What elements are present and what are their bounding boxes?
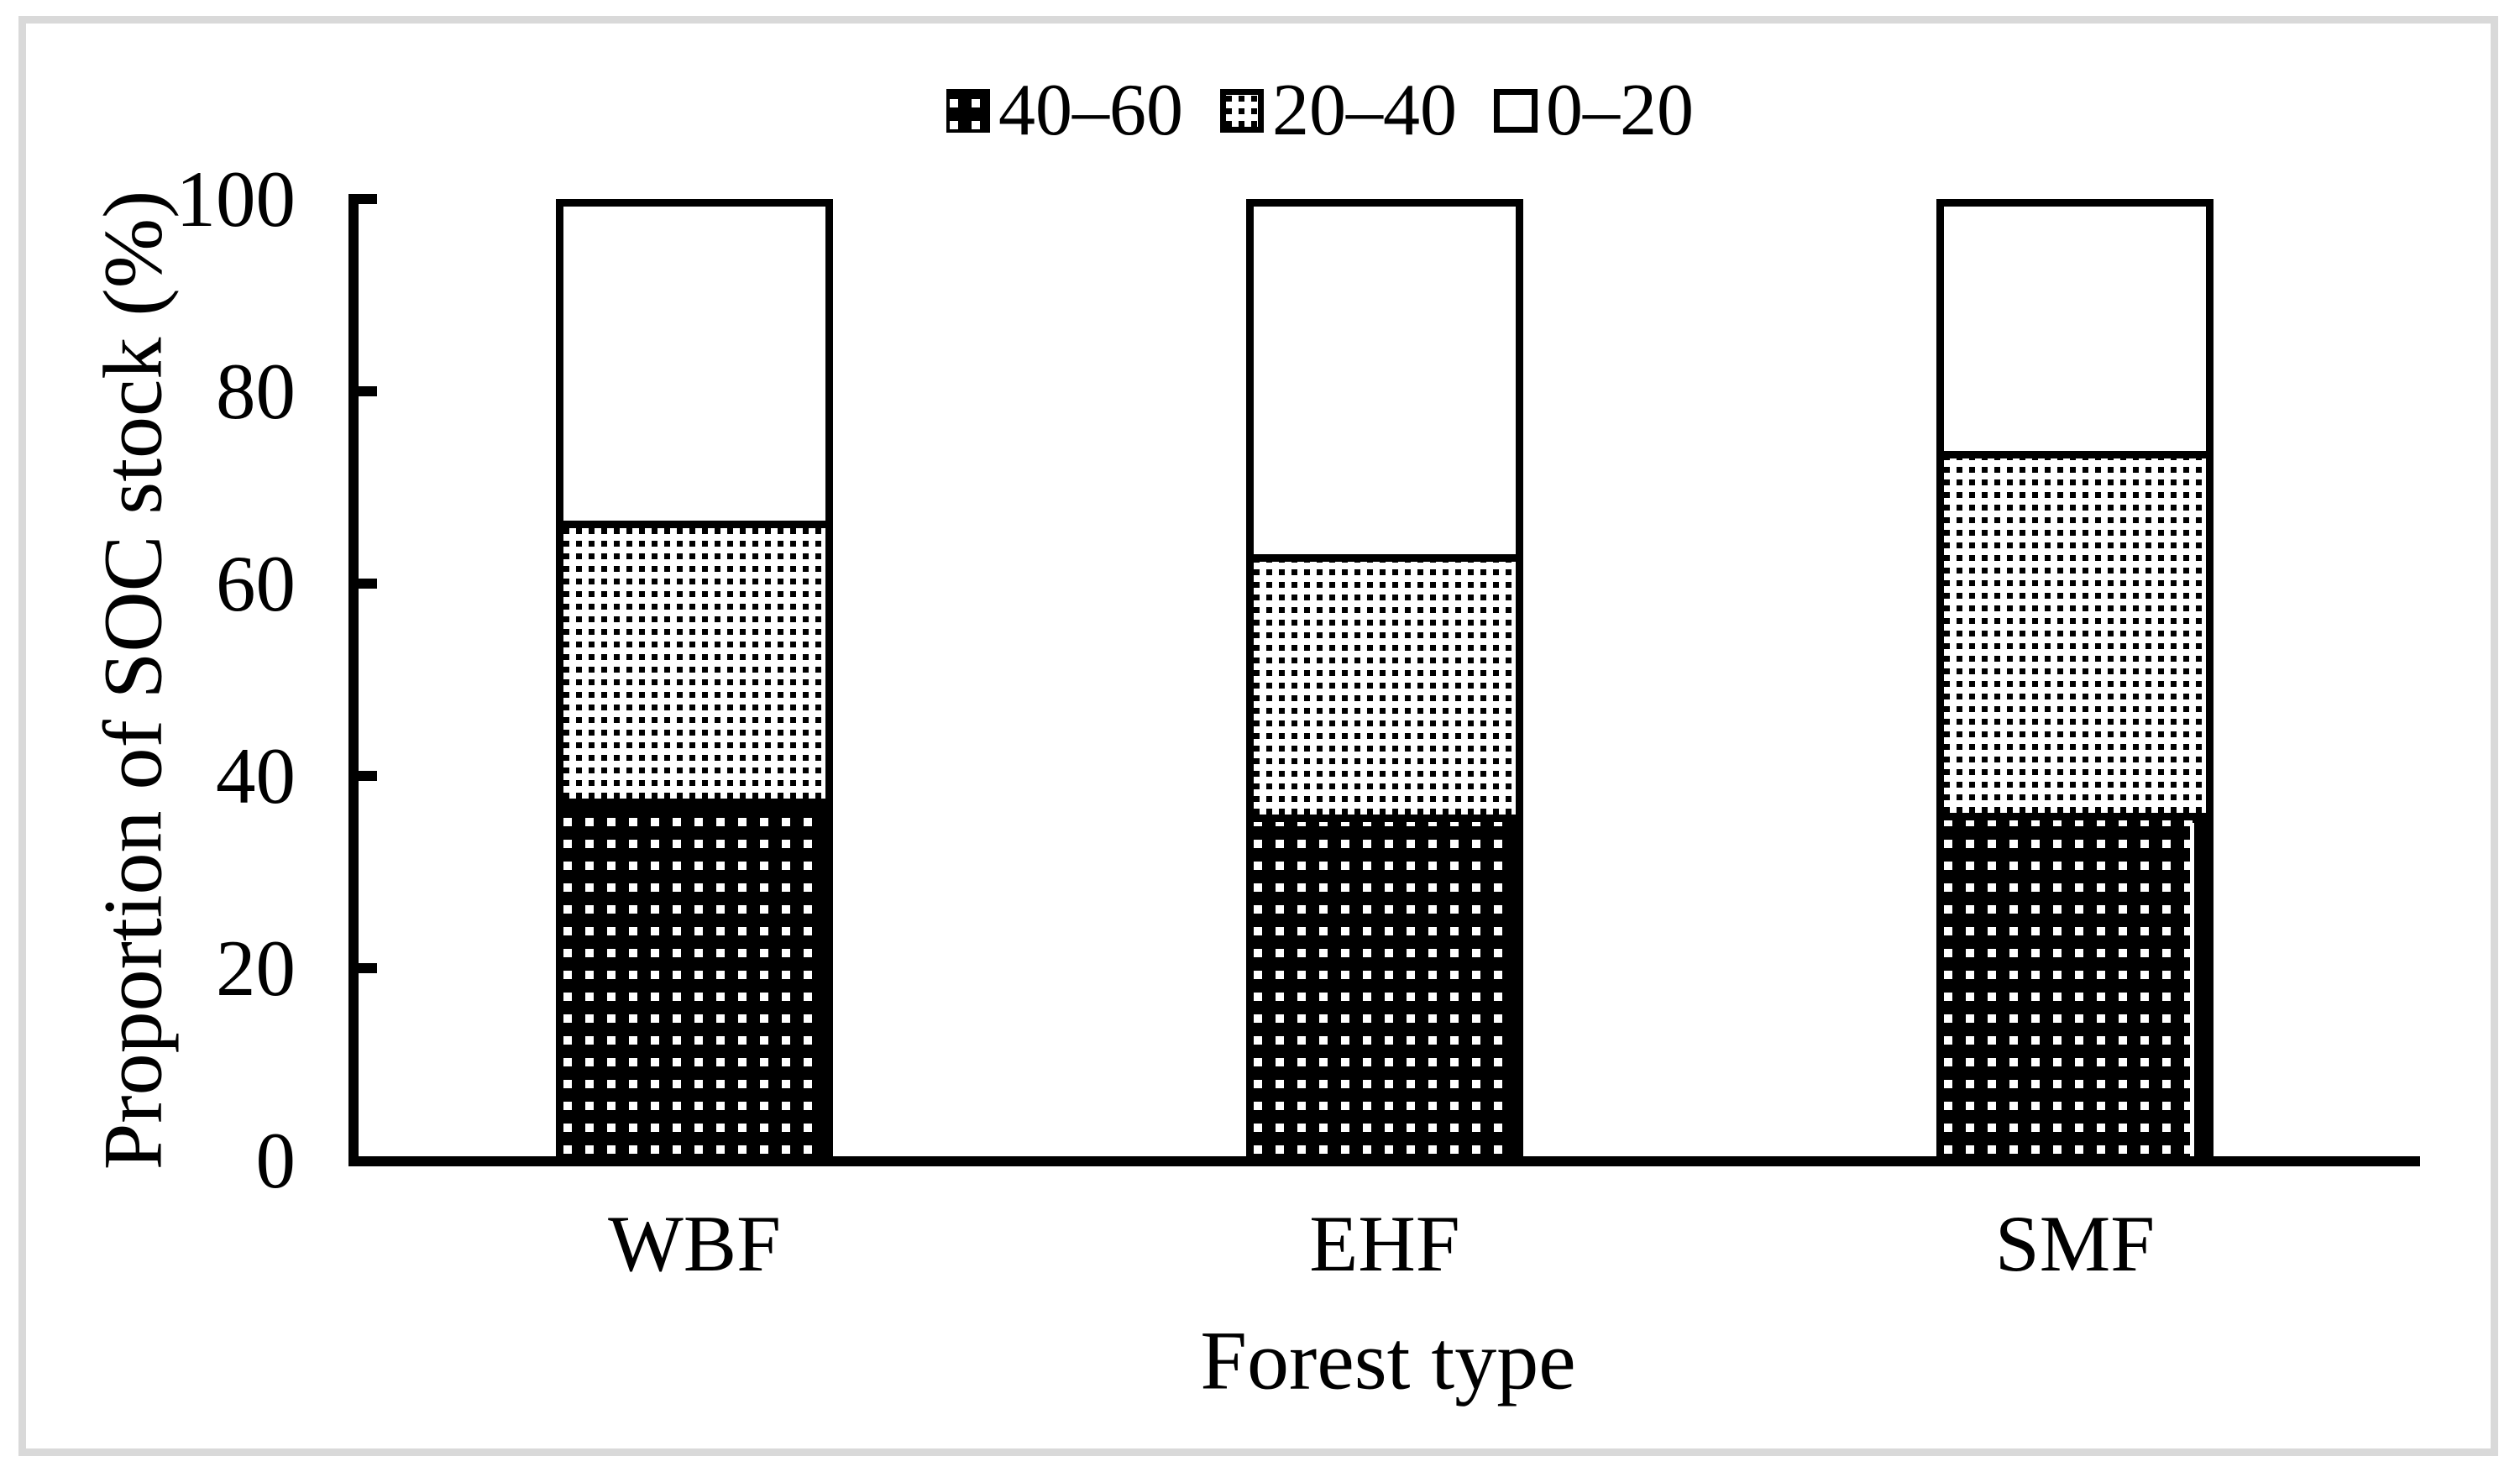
legend-item-0-20: 0–20	[1494, 69, 1694, 153]
figure-border-frame	[18, 16, 2498, 1456]
legend: 40–60 20–40 0–20	[946, 69, 1694, 153]
legend-swatch-40-60	[946, 89, 990, 133]
legend-item-20-40: 20–40	[1220, 69, 1457, 153]
legend-swatch-20-40	[1220, 89, 1264, 133]
bar-segment-40-60	[1254, 821, 1516, 1154]
y-tick-label-40: 40	[216, 731, 296, 820]
bar-segment-0-20	[1254, 207, 1516, 555]
y-tick-label-60: 60	[216, 539, 296, 628]
legend-item-40-60: 40–60	[946, 69, 1183, 153]
y-tick-label-0: 0	[255, 1116, 296, 1205]
y-tick-60	[359, 579, 377, 589]
bar-segment-0-20	[563, 207, 825, 521]
legend-label: 0–20	[1546, 70, 1694, 151]
bar	[1246, 199, 1523, 1161]
bar-segment-40-60	[1944, 820, 2206, 1154]
y-tick-40	[359, 771, 377, 781]
legend-label: 20–40	[1272, 70, 1457, 151]
y-tick-100	[359, 194, 377, 204]
bar-segment-40-60	[563, 805, 825, 1154]
y-tick-label-100: 100	[176, 155, 296, 244]
bar-segment-0-20	[1944, 207, 2206, 451]
bar	[1936, 199, 2214, 1161]
x-category-label-smf: SMF	[1994, 1199, 2156, 1288]
bar-segment-20-40	[1944, 450, 2206, 820]
y-tick-20	[359, 963, 377, 973]
pattern-seam-artifact	[2190, 823, 2194, 1157]
bar	[556, 199, 833, 1161]
x-axis-line	[348, 1156, 2420, 1166]
x-category-label-ehf: EHF	[1309, 1199, 1460, 1288]
y-axis-title: Proportion of SOC stock (%)	[86, 190, 180, 1171]
bar-segment-20-40	[1254, 554, 1516, 822]
y-tick-label-20: 20	[216, 924, 296, 1013]
x-category-label-wbf: WBF	[608, 1199, 781, 1288]
bar-segment-20-40	[563, 521, 825, 806]
y-tick-label-80: 80	[216, 347, 296, 436]
y-tick-80	[359, 386, 377, 396]
y-axis-line	[348, 194, 359, 1166]
legend-label: 40–60	[998, 70, 1183, 151]
legend-swatch-0-20	[1494, 89, 1538, 133]
x-axis-title: Forest type	[1200, 1313, 1576, 1407]
